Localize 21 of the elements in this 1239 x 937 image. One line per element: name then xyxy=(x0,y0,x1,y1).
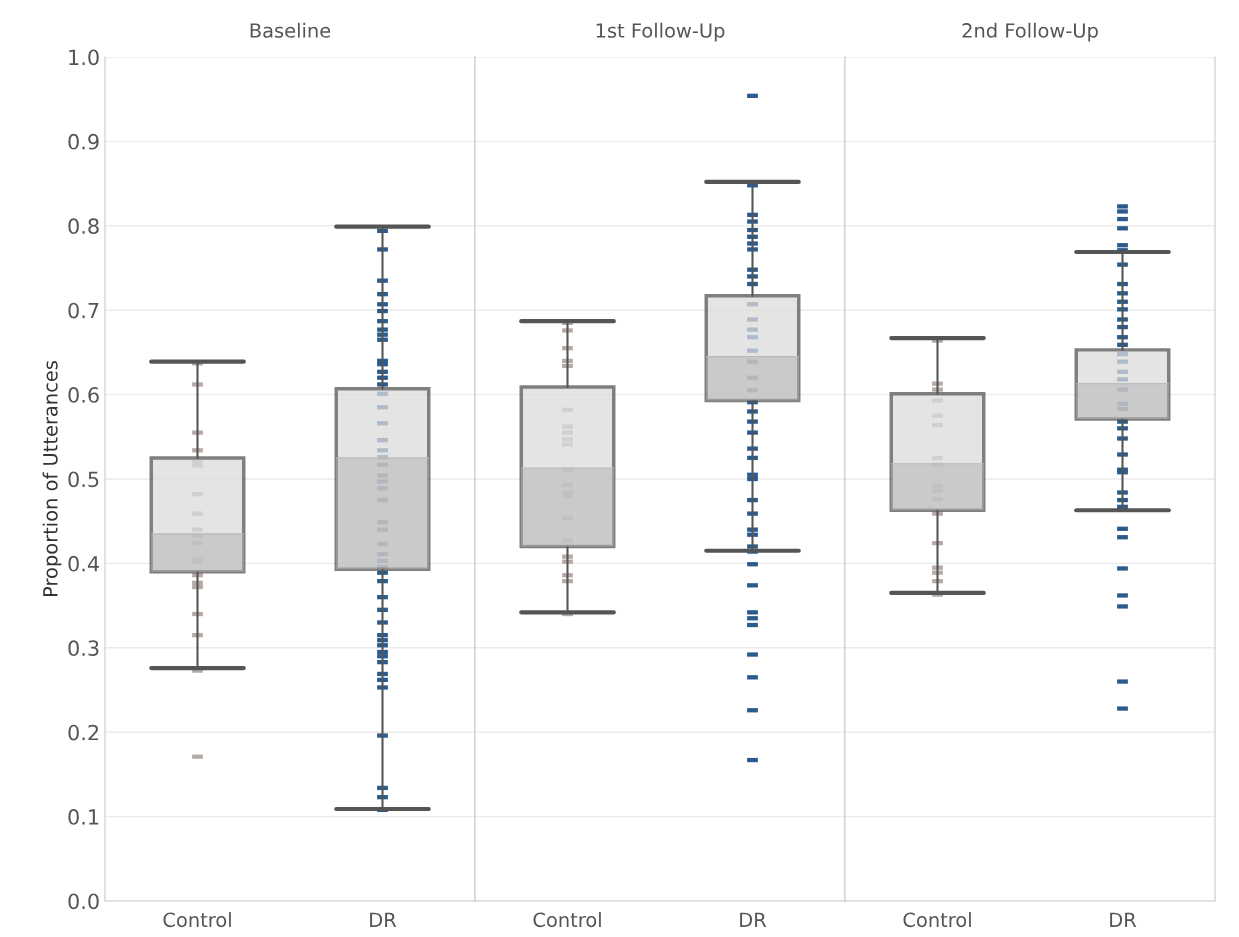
y-tick-label: 0.8 xyxy=(68,218,99,235)
y-tick-label: 0.2 xyxy=(68,724,99,741)
x-tick-label: Control xyxy=(163,912,231,928)
x-tick-label: DR xyxy=(370,912,397,927)
x-tick-label: DR xyxy=(740,912,767,927)
chart-title: 1st Follow-Up xyxy=(596,22,725,42)
x-tick-label: DR xyxy=(1110,912,1137,927)
y-tick-label: 1.0 xyxy=(69,49,99,66)
y-tick-label: 0.0 xyxy=(68,893,99,910)
x-tick-label: Control xyxy=(533,912,601,928)
y-tick-label: 0.3 xyxy=(68,640,99,657)
y-tick-label: 0.9 xyxy=(68,133,99,150)
y-axis-title: Proportion of Utterances xyxy=(42,361,62,597)
y-tick-label: 0.6 xyxy=(68,387,99,403)
y-tick-label: 0.7 xyxy=(68,302,99,319)
x-tick-label: Control xyxy=(903,912,971,928)
y-tick-label: 0.5 xyxy=(68,471,99,488)
y-tick-label: 0.1 xyxy=(68,809,99,825)
y-tick-label: 0.4 xyxy=(68,555,99,572)
chart-title: Baseline xyxy=(250,22,331,38)
chart-title: 2nd Follow-Up xyxy=(962,22,1098,42)
